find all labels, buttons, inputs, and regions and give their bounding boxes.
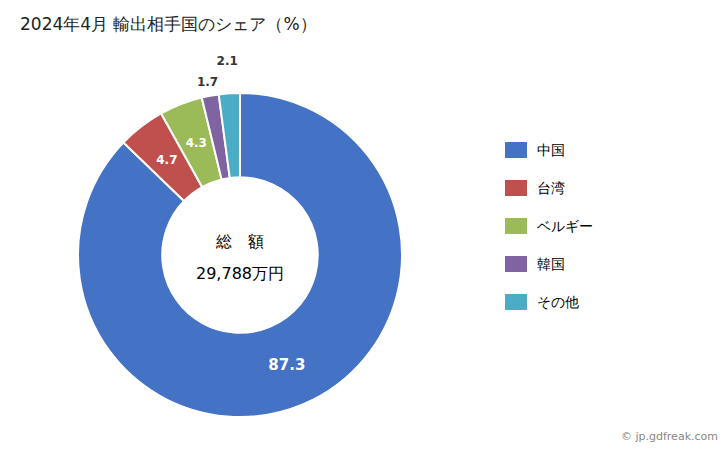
legend-swatch <box>505 294 527 310</box>
legend-swatch <box>505 218 527 234</box>
legend-label: その他 <box>537 294 579 310</box>
slice <box>219 93 240 178</box>
slices <box>78 93 402 417</box>
legend-label: ベルギー <box>537 218 593 234</box>
data-label: 2.1 <box>217 54 238 68</box>
center-text: 総 額 <box>215 232 264 251</box>
data-label: 1.7 <box>197 75 218 89</box>
chart: 2024年4月 輸出相手国のシェア（%） 87.3 4.7 4.3 1.7 2.1 総 額 2… <box>0 0 728 450</box>
legend-swatch <box>505 142 527 158</box>
copyright: © jp.gdfreak.com <box>621 430 718 443</box>
legend: 中国台湾ベルギー韓国その他 <box>505 142 593 310</box>
legend-swatch <box>505 180 527 196</box>
legend-swatch <box>505 256 527 272</box>
data-label: 4.3 <box>186 136 207 150</box>
legend-label: 中国 <box>537 142 565 158</box>
data-label: 87.3 <box>268 356 305 374</box>
legend-label: 韓国 <box>537 256 565 272</box>
slice <box>78 93 402 417</box>
center-text: 29,788万円 <box>196 264 284 283</box>
data-labels: 87.3 4.7 4.3 1.7 2.1 <box>156 54 305 374</box>
data-label: 4.7 <box>156 153 177 167</box>
title: 2024年4月 輸出相手国のシェア（%） <box>20 14 317 34</box>
legend-label: 台湾 <box>537 180 565 196</box>
